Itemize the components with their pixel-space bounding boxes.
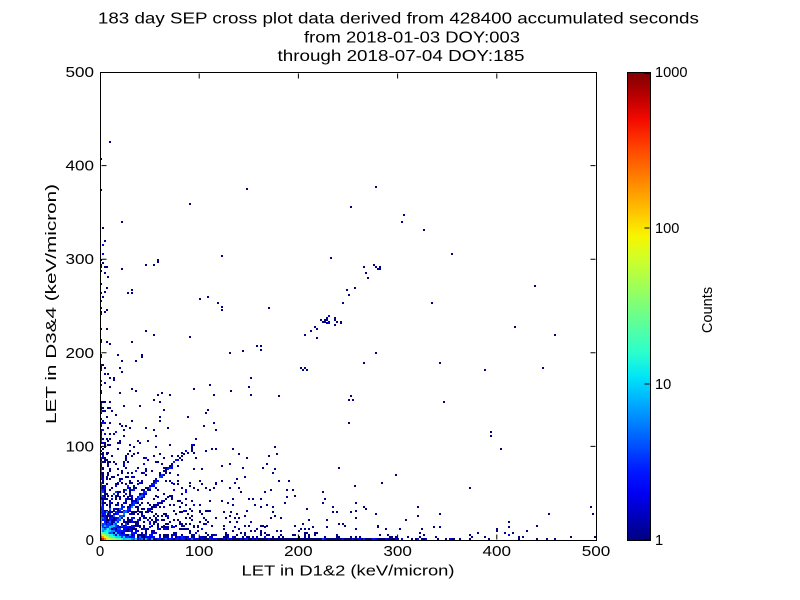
svg-text:LET in D3&4 (keV/micron): LET in D3&4 (keV/micron) xyxy=(43,184,60,424)
svg-text:100: 100 xyxy=(66,438,95,455)
svg-text:10: 10 xyxy=(655,377,671,393)
svg-text:400: 400 xyxy=(66,158,95,175)
svg-text:Counts: Counts xyxy=(700,287,716,333)
svg-text:through 2018-07-04 DOY:185: through 2018-07-04 DOY:185 xyxy=(278,48,525,65)
svg-text:200: 200 xyxy=(284,543,313,560)
svg-text:LET in D1&2 (keV/micron): LET in D1&2 (keV/micron) xyxy=(242,563,455,580)
svg-text:1: 1 xyxy=(655,533,663,549)
svg-text:300: 300 xyxy=(383,543,412,560)
svg-text:from 2018-01-03 DOY:003: from 2018-01-03 DOY:003 xyxy=(304,30,520,47)
svg-text:300: 300 xyxy=(66,251,95,268)
svg-text:500: 500 xyxy=(582,543,611,560)
svg-text:1000: 1000 xyxy=(655,65,687,81)
svg-text:0: 0 xyxy=(96,543,104,560)
svg-text:183 day SEP cross plot data de: 183 day SEP cross plot data derived from… xyxy=(98,11,699,28)
svg-text:0: 0 xyxy=(86,532,94,549)
svg-text:500: 500 xyxy=(66,64,95,81)
svg-text:100: 100 xyxy=(185,543,214,560)
svg-text:200: 200 xyxy=(66,345,95,362)
svg-text:400: 400 xyxy=(483,543,512,560)
svg-text:100: 100 xyxy=(655,221,679,237)
